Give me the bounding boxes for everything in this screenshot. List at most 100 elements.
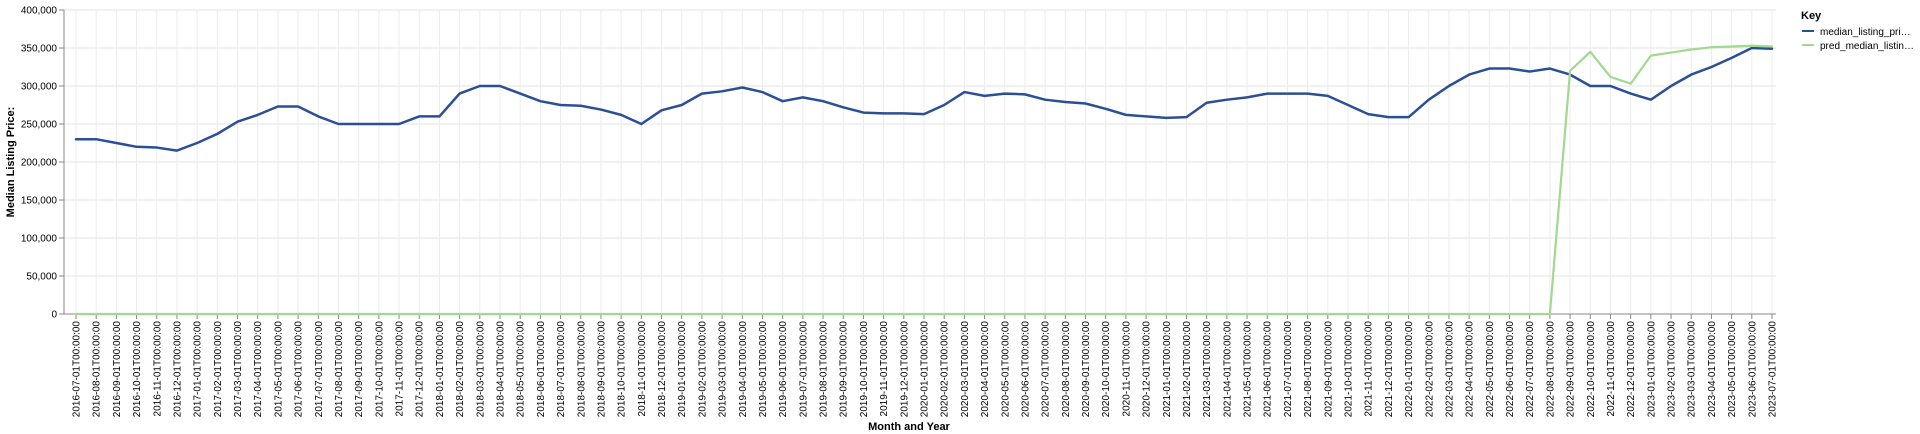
series-line-1	[74, 44, 1774, 316]
x-tick-label: 2021-06-01T00:00:00	[1263, 321, 1274, 418]
x-tick-label: 2021-12-01T00:00:00	[1384, 321, 1395, 418]
x-tick-label: 2023-05-01T00:00:00	[1727, 321, 1738, 418]
x-tick-label: 2022-08-01T00:00:00	[1545, 321, 1556, 418]
x-tick-label: 2016-09-01T00:00:00	[112, 321, 123, 418]
x-tick-label: 2019-03-01T00:00:00	[718, 321, 729, 418]
x-tick-label: 2017-03-01T00:00:00	[233, 321, 244, 418]
x-tick-label: 2016-12-01T00:00:00	[172, 321, 183, 418]
x-tick-label: 2018-11-01T00:00:00	[637, 321, 648, 417]
x-tick-label: 2022-05-01T00:00:00	[1485, 321, 1496, 418]
x-tick-label: 2021-01-01T00:00:00	[1162, 321, 1173, 418]
x-tick-label: 2020-02-01T00:00:00	[940, 321, 951, 418]
x-tick-label: 2017-10-01T00:00:00	[374, 321, 385, 418]
x-tick-label: 2017-11-01T00:00:00	[395, 321, 406, 417]
y-tick-label: 400,000	[21, 6, 58, 17]
x-tick-label: 2019-01-01T00:00:00	[677, 321, 688, 418]
x-tick-label: 2018-08-01T00:00:00	[576, 321, 587, 418]
x-tick-label: 2017-12-01T00:00:00	[415, 321, 426, 418]
series-line-0	[74, 46, 1774, 152]
x-tick-label: 2020-04-01T00:00:00	[980, 321, 991, 418]
x-tick-label: 2023-01-01T00:00:00	[1646, 321, 1657, 418]
x-tick-label: 2023-04-01T00:00:00	[1707, 321, 1718, 418]
x-tick-label: 2022-12-01T00:00:00	[1626, 321, 1637, 418]
x-tick-label: 2023-07-01T00:00:00	[1768, 321, 1779, 418]
x-tick-label: 2017-02-01T00:00:00	[213, 321, 224, 418]
x-tick-label: 2018-03-01T00:00:00	[475, 321, 486, 418]
y-tick-label: 150,000	[21, 196, 58, 207]
y-axis-title: Median Listing Price:	[5, 107, 17, 218]
x-tick-label: 2022-09-01T00:00:00	[1566, 321, 1577, 418]
x-tick-label: 2017-09-01T00:00:00	[354, 321, 365, 418]
x-tick-label: 2019-07-01T00:00:00	[798, 321, 809, 418]
x-tick-label: 2016-08-01T00:00:00	[92, 321, 103, 418]
x-tick-label: 2019-12-01T00:00:00	[899, 321, 910, 418]
legend-item-median-listing-price: median_listing_pri…	[1802, 27, 1911, 38]
x-tick-label: 2021-03-01T00:00:00	[1202, 321, 1213, 418]
x-tick-label: 2018-07-01T00:00:00	[556, 321, 567, 418]
x-tick-label: 2022-03-01T00:00:00	[1444, 321, 1455, 418]
x-tick-label: 2021-07-01T00:00:00	[1283, 321, 1294, 418]
x-tick-label: 2022-07-01T00:00:00	[1525, 321, 1536, 418]
x-tick-label: 2018-10-01T00:00:00	[617, 321, 628, 418]
x-tick-label: 2022-06-01T00:00:00	[1505, 321, 1516, 418]
y-tick-label: 250,000	[21, 120, 58, 131]
x-tick-label: 2019-08-01T00:00:00	[819, 321, 830, 418]
grid	[64, 9, 1776, 315]
x-tick-label: 2021-02-01T00:00:00	[1182, 321, 1193, 418]
y-tick-label: 0	[51, 310, 57, 321]
x-tick-label: 2020-08-01T00:00:00	[1061, 321, 1072, 418]
x-tick-label: 2021-04-01T00:00:00	[1222, 321, 1233, 418]
x-tick-label: 2021-11-01T00:00:00	[1364, 321, 1375, 417]
x-tick-label: 2022-01-01T00:00:00	[1404, 321, 1415, 418]
x-tick-label: 2020-07-01T00:00:00	[1041, 321, 1052, 418]
x-tick-label: 2022-04-01T00:00:00	[1465, 321, 1476, 418]
x-axis: 2016-07-01T00:00:00 2016-08-01T00:00:00 20…	[64, 313, 1779, 418]
x-tick-label: 2017-06-01T00:00:00	[294, 321, 305, 418]
x-tick-label: 2021-10-01T00:00:00	[1344, 321, 1355, 418]
x-tick-label: 2021-05-01T00:00:00	[1243, 321, 1254, 418]
x-tick-label: 2018-02-01T00:00:00	[455, 321, 466, 418]
x-tick-label: 2021-09-01T00:00:00	[1323, 321, 1334, 418]
x-tick-label: 2018-01-01T00:00:00	[435, 321, 446, 418]
y-tick-label: 50,000	[26, 272, 57, 283]
x-axis-title: Month and Year	[868, 421, 950, 433]
x-tick-label: 2023-06-01T00:00:00	[1747, 321, 1758, 418]
series-lines	[74, 44, 1774, 316]
x-tick-label: 2018-05-01T00:00:00	[516, 321, 527, 418]
y-tick-label: 350,000	[21, 44, 58, 55]
y-tick-label: 200,000	[21, 158, 58, 169]
x-tick-label: 2021-08-01T00:00:00	[1303, 321, 1314, 418]
x-tick-label: 2017-08-01T00:00:00	[334, 321, 345, 418]
x-tick-label: 2016-10-01T00:00:00	[132, 321, 143, 418]
y-tick-label: 300,000	[21, 82, 58, 93]
x-tick-label: 2018-12-01T00:00:00	[657, 321, 668, 418]
x-tick-label: 2022-10-01T00:00:00	[1586, 321, 1597, 418]
x-tick-label: 2019-09-01T00:00:00	[839, 321, 850, 418]
x-tick-label: 2017-04-01T00:00:00	[253, 321, 264, 418]
y-axis: 0 50,000 100,000 150,000 200,000 250,000 300,0…	[21, 6, 65, 321]
x-tick-label: 2017-01-01T00:00:00	[193, 321, 204, 418]
x-tick-label: 2018-04-01T00:00:00	[496, 321, 507, 418]
x-tick-label: 2019-06-01T00:00:00	[778, 321, 789, 418]
legend-label: pred_median_listin…	[1820, 41, 1914, 52]
x-tick-label: 2020-01-01T00:00:00	[920, 321, 931, 418]
legend-label: median_listing_pri…	[1820, 27, 1911, 38]
x-tick-label: 2018-06-01T00:00:00	[536, 321, 547, 418]
x-tick-label: 2022-02-01T00:00:00	[1424, 321, 1435, 418]
x-tick-label: 2023-02-01T00:00:00	[1667, 321, 1678, 418]
x-tick-label: 2020-12-01T00:00:00	[1142, 321, 1153, 418]
y-tick-label: 100,000	[21, 234, 58, 245]
x-tick-label: 2019-02-01T00:00:00	[697, 321, 708, 418]
x-tick-label: 2020-11-01T00:00:00	[1121, 321, 1132, 417]
x-tick-label: 2019-04-01T00:00:00	[738, 321, 749, 418]
x-tick-label: 2020-05-01T00:00:00	[1000, 321, 1011, 418]
x-tick-label: 2016-11-01T00:00:00	[152, 321, 163, 417]
legend-item-pred-median-listing-price: pred_median_listin…	[1802, 41, 1914, 52]
x-tick-label: 2019-11-01T00:00:00	[879, 321, 890, 417]
x-tick-label: 2016-07-01T00:00:00	[72, 321, 83, 418]
x-tick-label: 2020-09-01T00:00:00	[1081, 321, 1092, 418]
legend-title: Key	[1801, 10, 1822, 22]
x-tick-label: 2017-07-01T00:00:00	[314, 321, 325, 418]
x-tick-label: 2022-11-01T00:00:00	[1606, 321, 1617, 417]
